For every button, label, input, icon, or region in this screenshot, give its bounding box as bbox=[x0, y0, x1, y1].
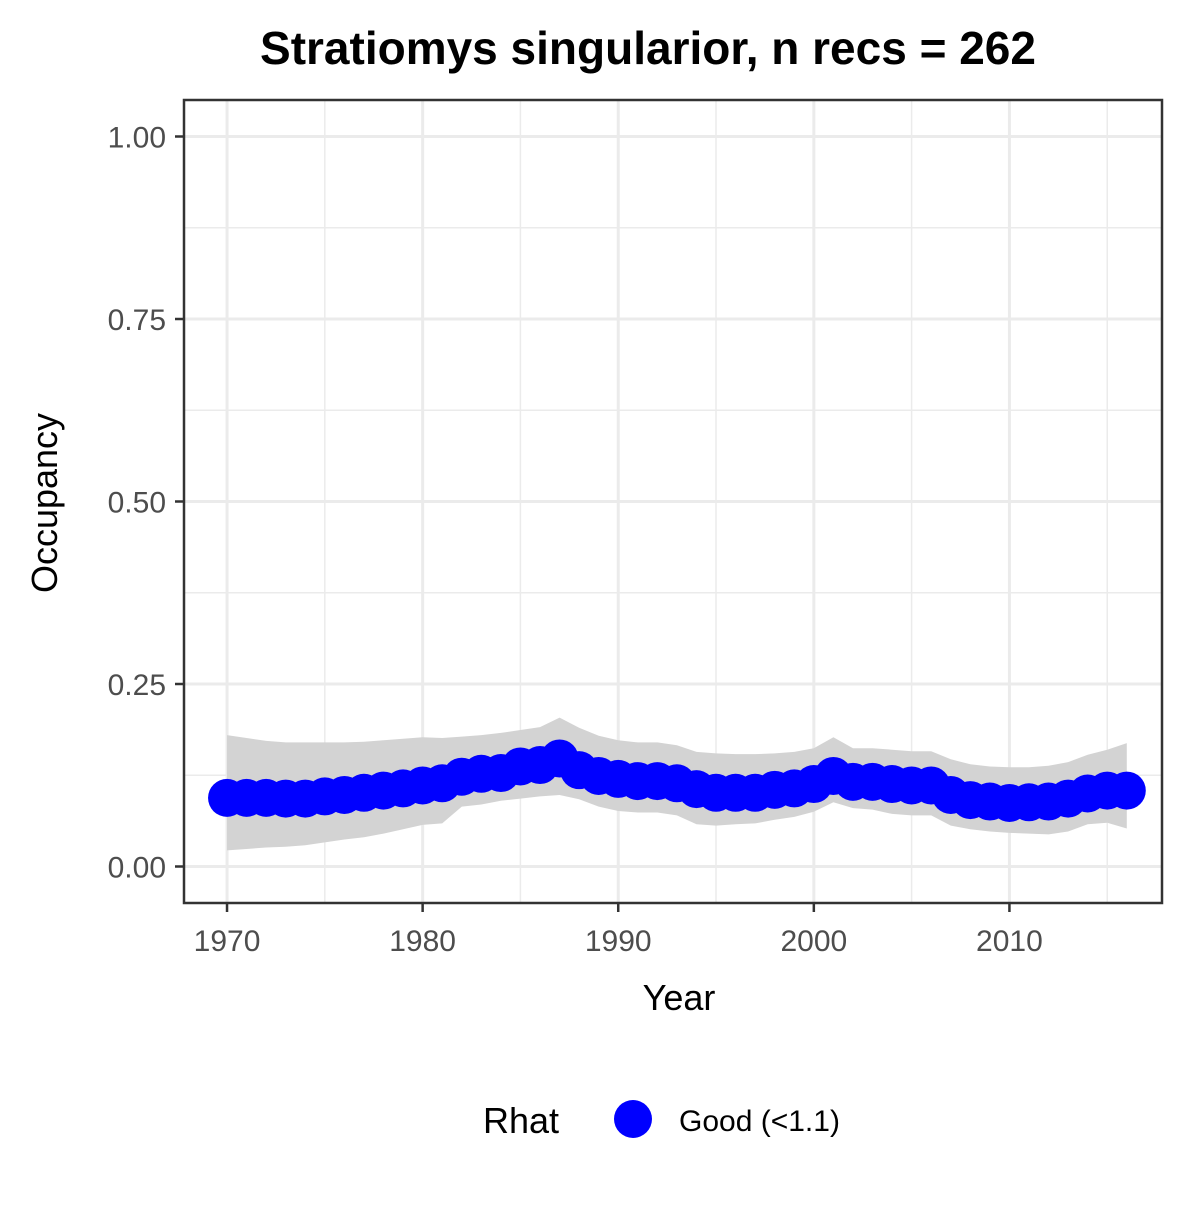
x-axis-label: Year bbox=[643, 977, 716, 1018]
data-point bbox=[1107, 771, 1146, 810]
y-tick-label: 1.00 bbox=[108, 122, 166, 155]
x-tick-label: 1970 bbox=[194, 925, 261, 958]
x-tick-label: 2000 bbox=[780, 925, 847, 958]
y-tick-label: 0.25 bbox=[108, 669, 166, 702]
x-tick-label: 2010 bbox=[976, 925, 1043, 958]
y-tick-label: 0.50 bbox=[108, 487, 166, 520]
legend-key-good bbox=[614, 1100, 652, 1138]
legend-title: Rhat bbox=[483, 1100, 559, 1141]
x-tick-label: 1990 bbox=[585, 925, 652, 958]
x-tick-label: 1980 bbox=[389, 925, 456, 958]
y-axis-label: Occupancy bbox=[24, 413, 65, 593]
y-tick-label: 0.00 bbox=[108, 852, 166, 885]
y-tick-label: 0.75 bbox=[108, 304, 166, 337]
plot-area: 1970 1980 1990 2000 2010 0.00 0.25 0.50 0.75 1.00 bbox=[108, 98, 1164, 958]
legend: Rhat Good (<1.1) bbox=[483, 1100, 840, 1141]
chart-title: Stratiomys singularior, n recs = 262 bbox=[260, 22, 1036, 74]
legend-label-good: Good (<1.1) bbox=[679, 1105, 840, 1138]
